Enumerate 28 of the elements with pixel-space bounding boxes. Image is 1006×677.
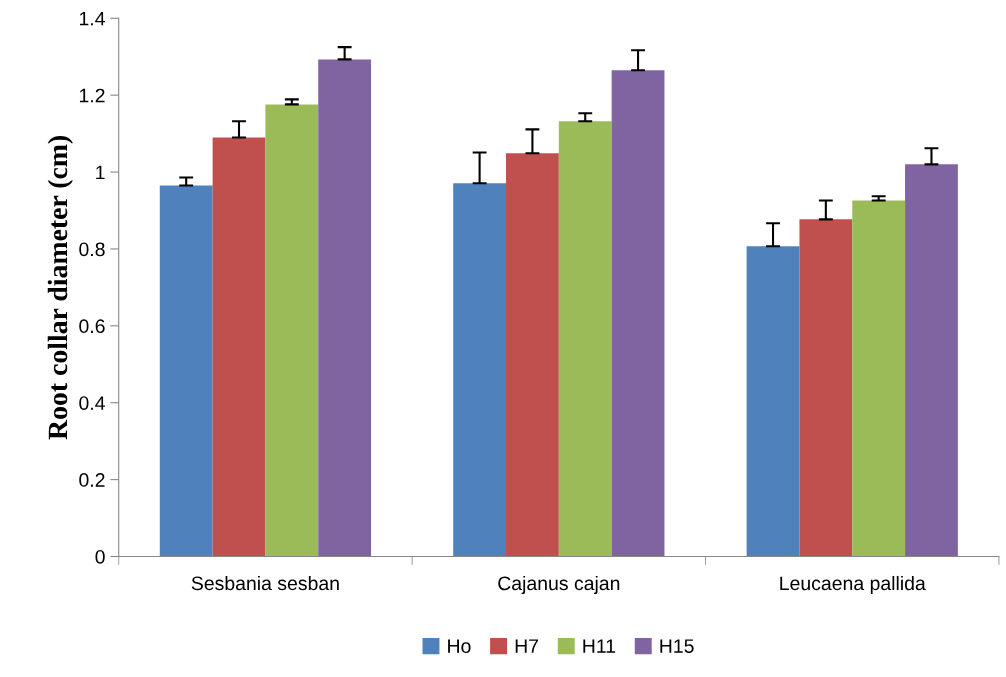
y-axis-title: Root collar diameter (cm) — [47, 136, 73, 440]
bar — [852, 200, 906, 557]
bar — [212, 137, 266, 557]
legend-label: H7 — [515, 639, 539, 653]
legend-label: H15 — [660, 639, 694, 653]
bar — [746, 246, 800, 557]
legend-label: H11 — [583, 639, 616, 653]
y-tick-label: 0.6 — [79, 319, 105, 334]
y-tick-label: 1 — [96, 165, 105, 180]
y-tick-label: 0.8 — [79, 242, 105, 257]
y-tick-label: 1.2 — [79, 88, 105, 103]
bar — [318, 59, 372, 557]
y-tick-label: 0.2 — [79, 473, 105, 487]
legend-label: Ho — [448, 639, 471, 653]
y-tick-label: 1.4 — [79, 11, 105, 26]
bar — [558, 121, 612, 557]
x-tick-label: Cajanus cajan — [498, 575, 620, 595]
bar — [905, 164, 958, 557]
bar — [453, 183, 507, 557]
bar — [611, 70, 665, 557]
x-tick-label: Sesbania sesban — [191, 575, 339, 591]
bar — [159, 185, 213, 557]
y-tick-label: 0 — [95, 549, 105, 564]
bar — [799, 219, 853, 557]
bar — [265, 104, 319, 557]
y-tick-label: 0.4 — [79, 396, 105, 410]
x-tick-label: Leucaena pallida — [780, 575, 926, 595]
bar — [506, 153, 559, 557]
